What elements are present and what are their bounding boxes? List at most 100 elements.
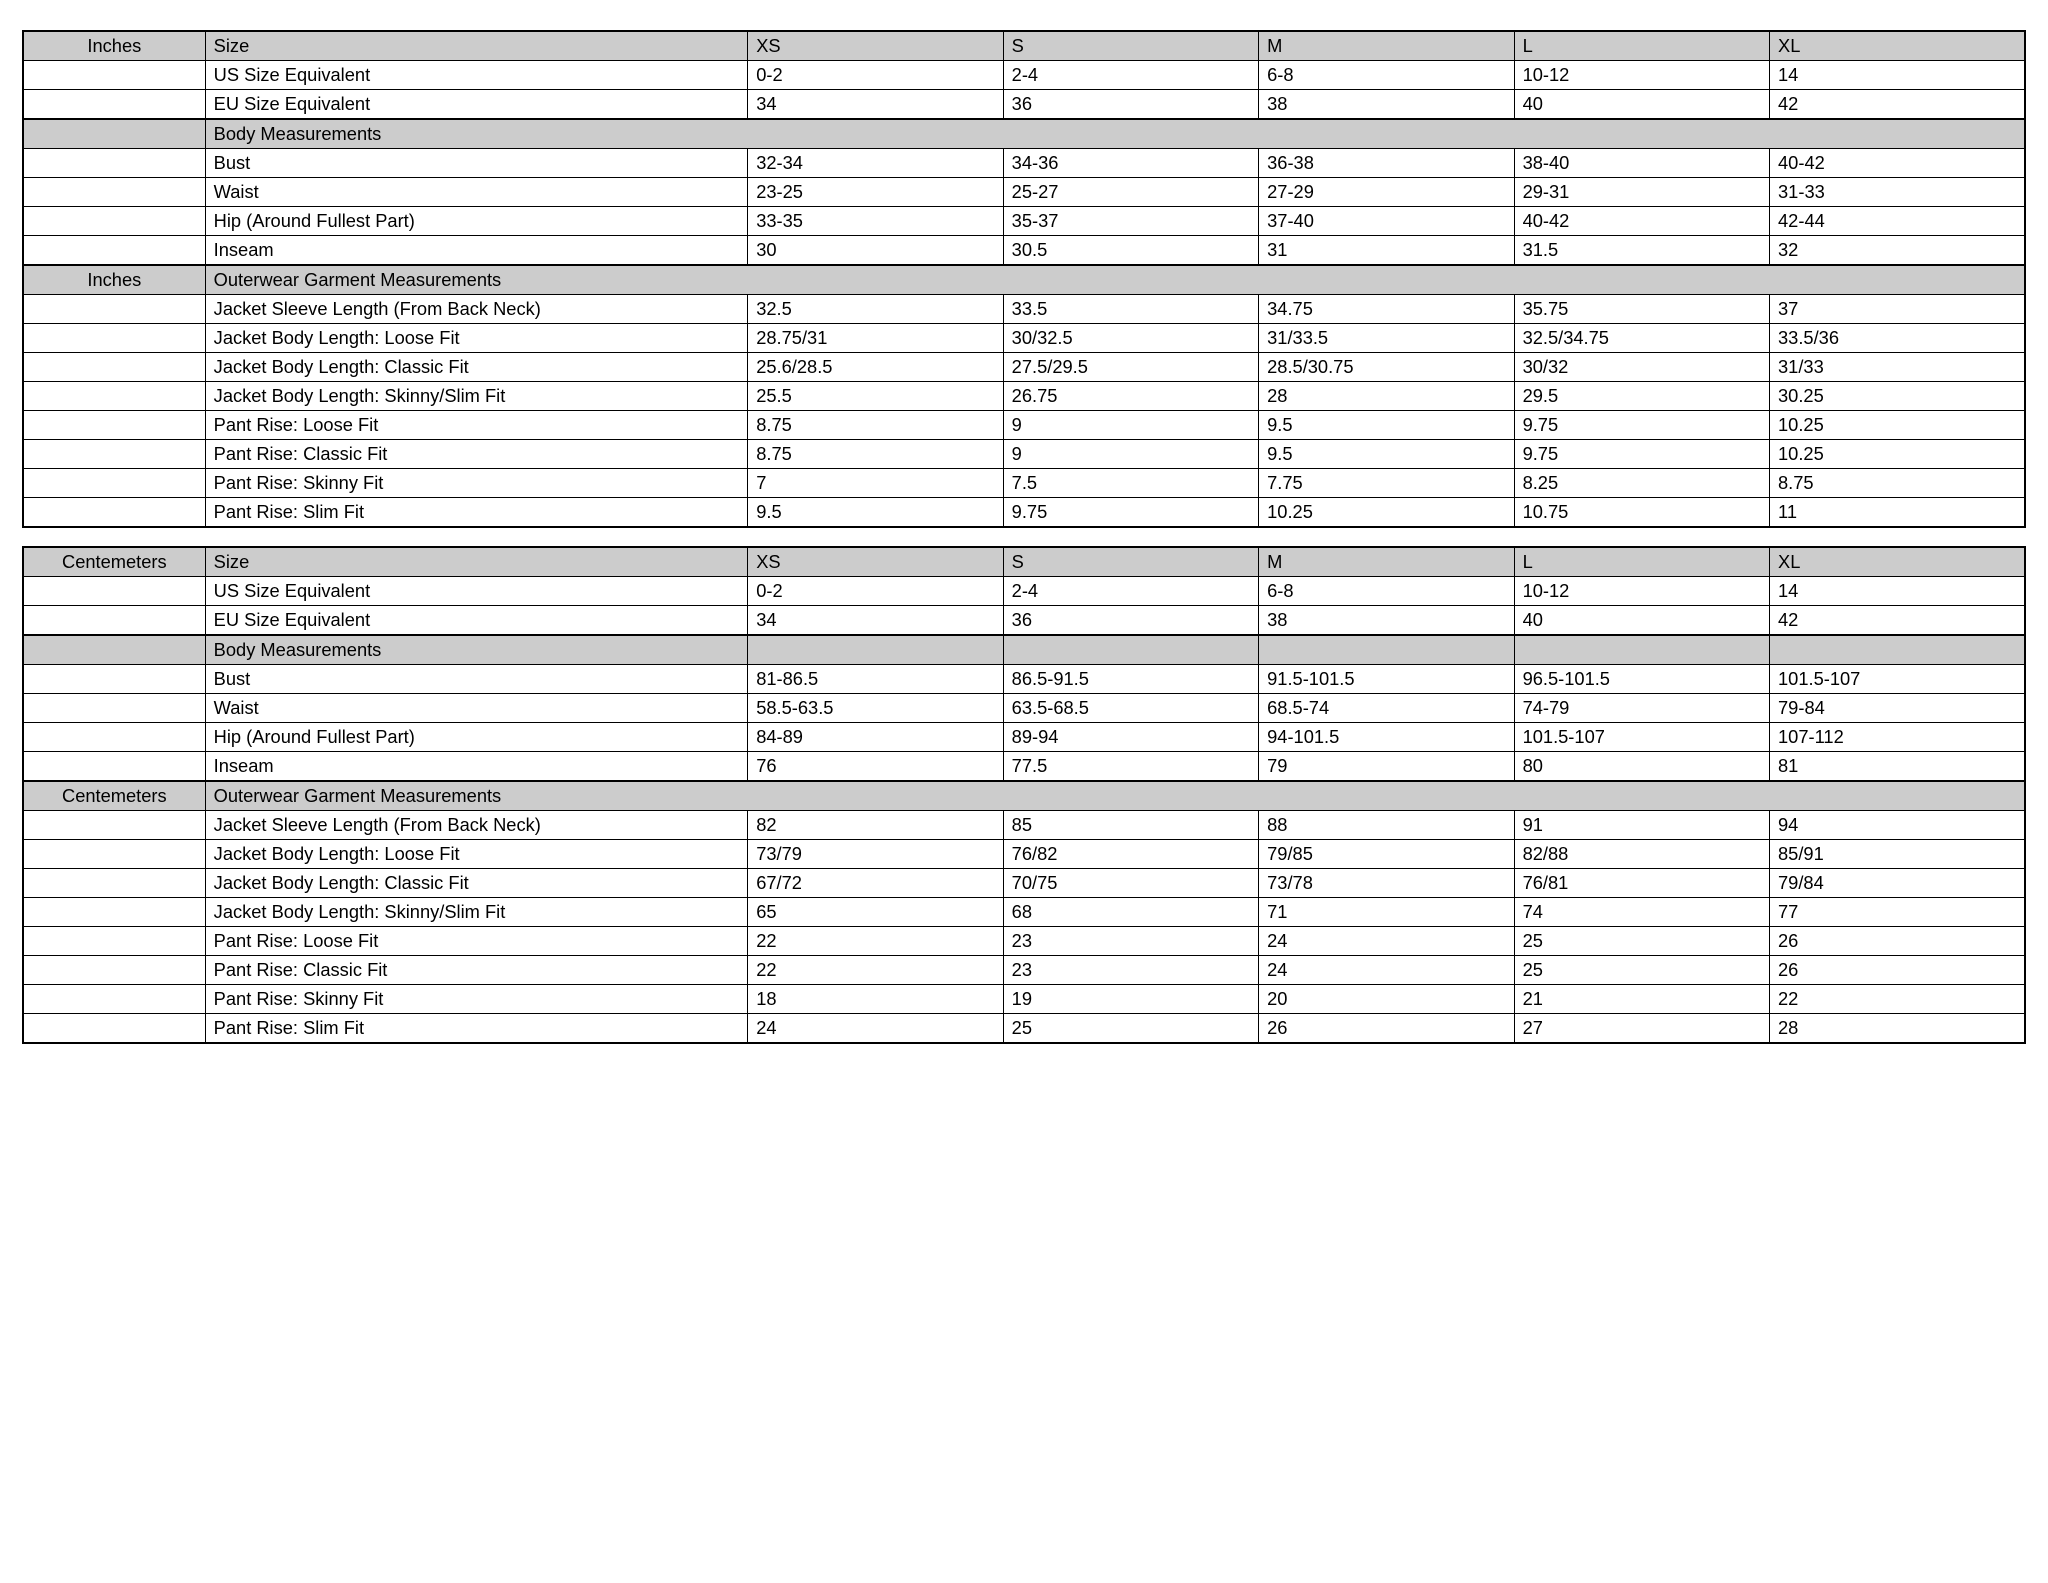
table-row: Waist58.5-63.563.5-68.568.5-7474-7979-84 (23, 694, 2025, 723)
value-cell: 42 (1770, 90, 2025, 119)
value-cell: 32-34 (748, 149, 1003, 178)
value-cell: 11 (1770, 498, 2025, 528)
table-row: Jacket Sleeve Length (From Back Neck)828… (23, 811, 2025, 840)
row-label: EU Size Equivalent (205, 90, 748, 119)
table-row: Pant Rise: Skinny Fit77.57.758.258.75 (23, 469, 2025, 498)
row-label: Pant Rise: Classic Fit (205, 956, 748, 985)
table-row: Pant Rise: Skinny Fit1819202122 (23, 985, 2025, 1014)
value-cell: 96.5-101.5 (1514, 665, 1769, 694)
row-label: Jacket Body Length: Classic Fit (205, 869, 748, 898)
row-unit-empty (23, 752, 205, 781)
value-cell: 40-42 (1514, 207, 1769, 236)
row-label: Inseam (205, 236, 748, 265)
table-row: Jacket Body Length: Skinny/Slim Fit25.52… (23, 382, 2025, 411)
row-unit-empty (23, 577, 205, 606)
value-cell: 82 (748, 811, 1003, 840)
table-row: Hip (Around Fullest Part)84-8989-9494-10… (23, 723, 2025, 752)
row-unit-empty (23, 840, 205, 869)
size-label: Size (205, 31, 748, 61)
table-row: Pant Rise: Classic Fit8.7599.59.7510.25 (23, 440, 2025, 469)
value-cell: 32 (1770, 236, 2025, 265)
value-cell: 25.6/28.5 (748, 353, 1003, 382)
header-row: Body Measurements (23, 636, 2025, 665)
size-label: Size (205, 547, 748, 577)
value-cell: 7.75 (1259, 469, 1514, 498)
value-cell: 101.5-107 (1770, 665, 2025, 694)
value-cell: 30.5 (1003, 236, 1258, 265)
value-cell: 74 (1514, 898, 1769, 927)
value-cell: 38-40 (1514, 149, 1769, 178)
table-row: Pant Rise: Classic Fit2223242526 (23, 956, 2025, 985)
value-cell: 19 (1003, 985, 1258, 1014)
section-title: Outerwear Garment Measurements (205, 266, 2025, 295)
row-unit-empty (23, 469, 205, 498)
unit-cell-empty (23, 120, 205, 149)
value-cell: 28 (1770, 1014, 2025, 1044)
row-label: US Size Equivalent (205, 61, 748, 90)
empty-size-cell (1514, 636, 1769, 665)
value-cell: 8.25 (1514, 469, 1769, 498)
row-unit-empty (23, 178, 205, 207)
value-cell: 9.5 (1259, 440, 1514, 469)
size-table: Body MeasurementsBust81-86.586.5-91.591.… (22, 635, 2026, 781)
value-cell: 40-42 (1770, 149, 2025, 178)
value-cell: 6-8 (1259, 61, 1514, 90)
section-title: Body Measurements (205, 636, 748, 665)
table-row: US Size Equivalent0-22-46-810-1214 (23, 61, 2025, 90)
header-row: CentemetersSizeXSSMLXL (23, 547, 2025, 577)
value-cell: 107-112 (1770, 723, 2025, 752)
value-cell: 26 (1770, 927, 2025, 956)
row-label: Pant Rise: Loose Fit (205, 927, 748, 956)
value-cell: 85 (1003, 811, 1258, 840)
size-col-s: S (1003, 31, 1258, 61)
value-cell: 30 (748, 236, 1003, 265)
value-cell: 9.5 (1259, 411, 1514, 440)
row-label: Jacket Body Length: Loose Fit (205, 840, 748, 869)
row-unit-empty (23, 90, 205, 119)
value-cell: 79/84 (1770, 869, 2025, 898)
value-cell: 0-2 (748, 61, 1003, 90)
value-cell: 34 (748, 90, 1003, 119)
value-cell: 31.5 (1514, 236, 1769, 265)
value-cell: 35-37 (1003, 207, 1258, 236)
row-label: Jacket Body Length: Classic Fit (205, 353, 748, 382)
table-row: EU Size Equivalent3436384042 (23, 90, 2025, 119)
table-row: US Size Equivalent0-22-46-810-1214 (23, 577, 2025, 606)
value-cell: 26 (1259, 1014, 1514, 1044)
table-row: Jacket Body Length: Classic Fit67/7270/7… (23, 869, 2025, 898)
value-cell: 32.5 (748, 295, 1003, 324)
row-unit-empty (23, 382, 205, 411)
unit-cell: Inches (23, 266, 205, 295)
size-col-m: M (1259, 31, 1514, 61)
row-label: Jacket Body Length: Skinny/Slim Fit (205, 898, 748, 927)
row-unit-empty (23, 411, 205, 440)
value-cell: 10.25 (1259, 498, 1514, 528)
size-table: InchesSizeXSSMLXLUS Size Equivalent0-22-… (22, 30, 2026, 119)
size-table: CentemetersSizeXSSMLXLUS Size Equivalent… (22, 546, 2026, 635)
value-cell: 27 (1514, 1014, 1769, 1044)
value-cell: 23 (1003, 956, 1258, 985)
value-cell: 18 (748, 985, 1003, 1014)
row-unit-empty (23, 207, 205, 236)
value-cell: 82/88 (1514, 840, 1769, 869)
value-cell: 27-29 (1259, 178, 1514, 207)
value-cell: 30/32.5 (1003, 324, 1258, 353)
row-label: Pant Rise: Classic Fit (205, 440, 748, 469)
table-row: Inseam7677.5798081 (23, 752, 2025, 781)
value-cell: 91 (1514, 811, 1769, 840)
value-cell: 7.5 (1003, 469, 1258, 498)
value-cell: 68.5-74 (1259, 694, 1514, 723)
value-cell: 24 (1259, 956, 1514, 985)
empty-size-cell (748, 636, 1003, 665)
size-col-s: S (1003, 547, 1258, 577)
value-cell: 22 (748, 927, 1003, 956)
row-unit-empty (23, 1014, 205, 1044)
value-cell: 88 (1259, 811, 1514, 840)
row-unit-empty (23, 236, 205, 265)
value-cell: 31 (1259, 236, 1514, 265)
row-unit-empty (23, 956, 205, 985)
value-cell: 65 (748, 898, 1003, 927)
value-cell: 9.75 (1514, 411, 1769, 440)
value-cell: 14 (1770, 577, 2025, 606)
size-table: Body MeasurementsBust32-3434-3636-3838-4… (22, 119, 2026, 265)
